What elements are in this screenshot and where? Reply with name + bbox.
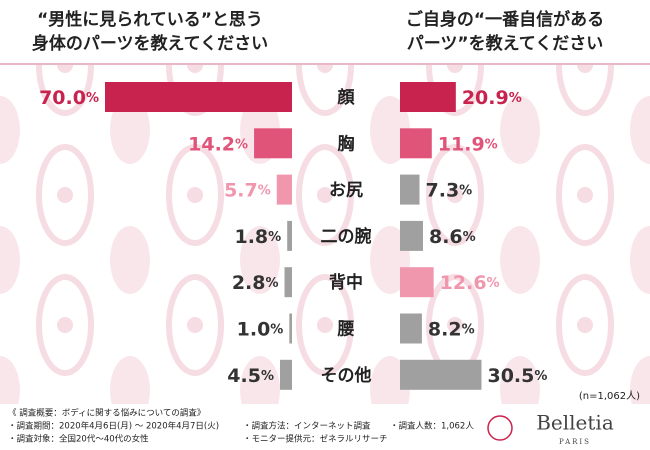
bar [254,128,292,159]
value-label: 1.8% [234,225,281,247]
value-label: 1.0% [237,318,284,340]
value-label: 8.6% [429,225,476,247]
bar [276,174,292,205]
bar [400,82,456,112]
bar [400,220,423,251]
footer-text: ・モニター提供元：ゼネラルリサーチ [243,434,388,445]
left-title: “男性に見られている”と思う [37,9,263,30]
bar [284,267,292,298]
category-label: その他 [321,365,372,386]
value-label: 12.6% [440,272,500,294]
value-label: 20.9% [462,87,522,109]
value-label: 2.8% [232,272,279,294]
logo-emblem [487,415,513,441]
right-title: ご自身の“一番自信がある [406,9,604,30]
value-label: 30.5% [487,364,547,386]
footer-text: ・調査人数：1,062人 [390,421,474,432]
value-label: 8.2% [428,318,475,340]
value-label: 14.2% [188,133,248,155]
category-label: 腰 [338,320,355,340]
logo: Belletia [536,411,614,435]
value-label: 7.3% [426,179,473,201]
footer-bg [0,405,650,450]
footer-heading: 《 調査概要：ボディに関する悩みについての調査》 [8,408,205,419]
bar [105,82,292,112]
category-label: 二の腕 [321,226,372,247]
right-title: パーツ”を教えてください [407,33,603,54]
footer-text: ・調査対象：全国20代～40代の女性 [8,434,149,445]
bar [400,267,434,298]
category-label: お尻 [329,181,363,201]
sample-note: (n=1,062人) [579,390,640,402]
bar [400,359,482,390]
bar [400,128,432,159]
bar [400,174,420,205]
footer-text: ・調査期間：2020年4月6日(月) ～ 2020年4月7日(火) [8,421,219,432]
value-label: 5.7% [224,179,271,201]
value-label: 70.0% [39,87,99,109]
bar [279,359,292,390]
bar [287,220,292,251]
bar [289,313,292,344]
logo-sub: PARIS [559,438,591,446]
left-title: 身体のパーツを教えてください [32,33,268,54]
pattern [0,64,650,404]
value-label: 11.9% [438,133,498,155]
value-label: 4.5% [227,364,274,386]
category-label: 顔 [337,87,356,108]
category-label: 背中 [329,272,363,293]
category-label: 胸 [338,133,355,154]
bar [400,313,422,344]
footer-text: ・調査方法：インターネット調査 [243,421,371,432]
